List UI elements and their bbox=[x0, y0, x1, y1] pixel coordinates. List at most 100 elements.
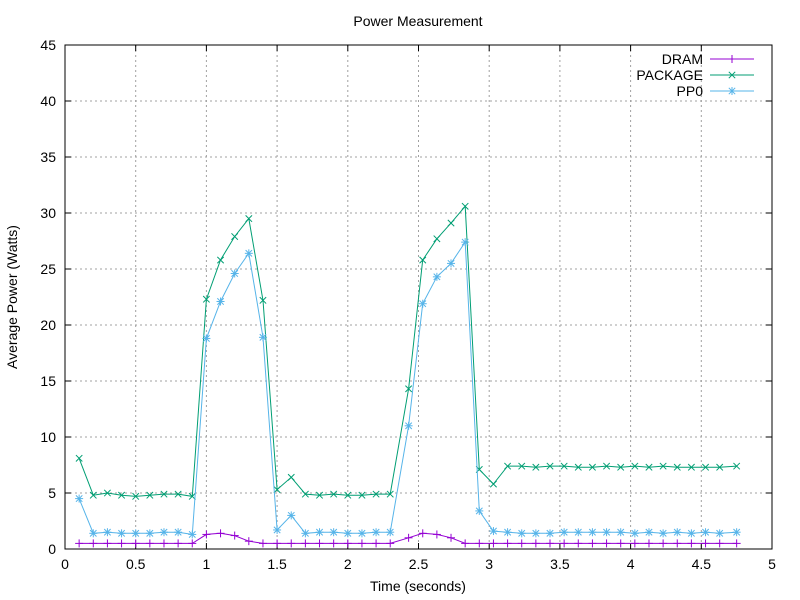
data-point-dram bbox=[602, 539, 611, 548]
data-point-pp0 bbox=[461, 238, 470, 247]
data-point-pp0 bbox=[503, 528, 512, 537]
data-point-package bbox=[259, 296, 267, 304]
x-tick-label: 5 bbox=[768, 556, 776, 572]
x-tick-label: 4.5 bbox=[692, 556, 712, 572]
x-tick-label: 3 bbox=[485, 556, 493, 572]
data-point-pp0 bbox=[659, 529, 668, 538]
data-point-package bbox=[659, 462, 667, 470]
data-point-dram bbox=[517, 539, 526, 548]
data-point-pp0 bbox=[687, 529, 696, 538]
data-point-dram bbox=[188, 539, 197, 548]
data-point-dram bbox=[386, 539, 395, 548]
data-point-dram bbox=[560, 539, 569, 548]
data-point-dram bbox=[687, 539, 696, 548]
x-tick-label: 0 bbox=[61, 556, 69, 572]
data-point-dram bbox=[75, 539, 84, 548]
series-dram bbox=[75, 529, 741, 548]
data-point-package bbox=[202, 295, 210, 303]
data-point-package bbox=[132, 492, 140, 500]
data-point-dram bbox=[531, 539, 540, 548]
plot-frame bbox=[64, 44, 773, 550]
data-point-pp0 bbox=[258, 333, 267, 342]
data-point-dram bbox=[588, 539, 597, 548]
data-point-package bbox=[701, 463, 710, 471]
data-point-pp0 bbox=[244, 249, 253, 258]
data-point-dram bbox=[357, 539, 366, 548]
data-point-package bbox=[433, 235, 441, 243]
data-point-pp0 bbox=[715, 529, 724, 538]
data-point-package bbox=[419, 256, 427, 264]
y-tick-label: 40 bbox=[40, 93, 56, 109]
data-point-pp0 bbox=[273, 525, 282, 534]
data-point-dram bbox=[159, 539, 168, 548]
axis-ticks: 0 0.5 1 1.5 2 2.5 3 3.5 4 4.5 5 0 5 10 15 20 25 30 35 40 45 bbox=[40, 37, 776, 572]
data-point-package bbox=[344, 491, 352, 499]
data-point-dram bbox=[404, 533, 413, 542]
data-point-pp0 bbox=[287, 511, 296, 520]
data-point-dram bbox=[315, 539, 324, 548]
data-point-package bbox=[546, 462, 554, 470]
data-point-package bbox=[330, 490, 338, 498]
series-plot-area bbox=[75, 202, 741, 548]
data-point-dram bbox=[287, 539, 296, 548]
data-point-dram bbox=[503, 539, 512, 548]
data-point-pp0 bbox=[131, 529, 140, 538]
data-point-pp0 bbox=[329, 528, 338, 537]
data-point-dram bbox=[546, 539, 555, 548]
data-point-package bbox=[560, 462, 568, 470]
data-point-dram bbox=[174, 539, 183, 548]
data-point-pp0 bbox=[230, 269, 239, 278]
data-point-package bbox=[231, 232, 239, 241]
data-point-dram bbox=[616, 539, 625, 548]
legend-marker-package bbox=[728, 71, 736, 79]
data-point-pp0 bbox=[372, 528, 381, 537]
data-point-dram bbox=[244, 537, 253, 546]
data-point-pp0 bbox=[574, 528, 583, 537]
data-point-dram bbox=[418, 529, 427, 538]
data-point-pp0 bbox=[732, 528, 741, 537]
data-point-pp0 bbox=[517, 529, 526, 538]
data-point-dram bbox=[432, 530, 441, 539]
data-point-package bbox=[118, 491, 126, 499]
y-tick-label: 0 bbox=[48, 541, 56, 557]
data-point-dram bbox=[715, 539, 724, 548]
data-point-pp0 bbox=[644, 528, 653, 537]
chart-title: Power Measurement bbox=[353, 13, 482, 29]
data-point-package bbox=[447, 219, 455, 227]
data-point-package bbox=[216, 256, 225, 264]
data-point-dram bbox=[202, 530, 211, 539]
data-point-package bbox=[645, 463, 653, 471]
data-point-dram bbox=[131, 539, 140, 548]
y-tick-label: 10 bbox=[40, 429, 56, 445]
data-point-dram bbox=[461, 539, 470, 548]
data-point-package bbox=[160, 490, 168, 498]
y-tick-label: 35 bbox=[40, 149, 56, 165]
data-point-pp0 bbox=[301, 529, 310, 538]
data-point-pp0 bbox=[673, 528, 682, 537]
data-point-pp0 bbox=[216, 297, 225, 306]
data-point-package bbox=[386, 490, 394, 498]
y-tick-label: 30 bbox=[40, 205, 56, 221]
data-point-dram bbox=[475, 539, 484, 548]
data-point-pp0 bbox=[602, 528, 611, 537]
data-point-pp0 bbox=[386, 528, 395, 537]
data-point-package bbox=[504, 462, 512, 470]
series-pp0 bbox=[75, 238, 741, 539]
data-point-pp0 bbox=[701, 528, 710, 537]
data-point-dram bbox=[447, 533, 456, 542]
data-point-dram bbox=[659, 539, 668, 548]
data-point-dram bbox=[103, 539, 112, 548]
x-tick-label: 1.5 bbox=[267, 556, 287, 572]
x-axis-label: Time (seconds) bbox=[370, 578, 466, 594]
data-point-pp0 bbox=[404, 421, 413, 430]
data-point-package bbox=[631, 462, 639, 470]
x-tick-label: 4 bbox=[627, 556, 635, 572]
data-point-dram bbox=[489, 539, 498, 548]
data-point-dram bbox=[145, 539, 154, 548]
data-point-dram bbox=[301, 539, 310, 548]
data-point-dram bbox=[574, 539, 583, 548]
data-point-dram bbox=[216, 529, 225, 538]
data-point-package bbox=[532, 463, 540, 471]
y-tick-label: 5 bbox=[48, 485, 56, 501]
